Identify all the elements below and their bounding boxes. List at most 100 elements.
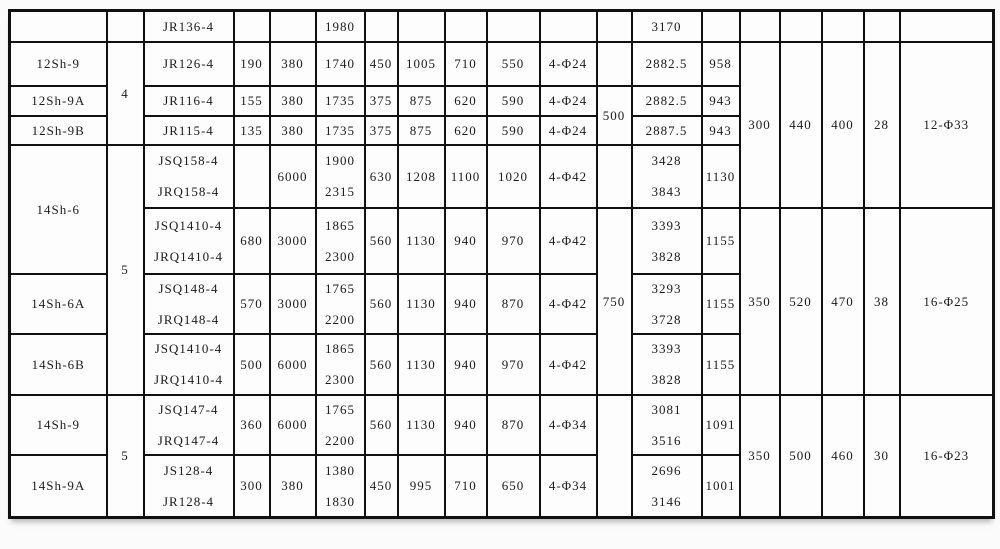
cell-r7-c4: 3000 — [268, 272, 317, 335]
cell-r5-c9: 1100 — [443, 143, 488, 209]
cell-text: 155 — [240, 93, 263, 108]
cell-text: JR128-4 — [162, 493, 215, 509]
cell-r7-c7: 1130 — [396, 272, 446, 335]
cell-text: 5 — [121, 448, 129, 464]
cell-r5-c1: 14Sh-6 — [8, 143, 108, 275]
cell-r9-c17: 460 — [820, 393, 865, 519]
cell-text: 4-Φ34 — [548, 417, 588, 432]
cell-r10-c10: 4-Φ34 — [538, 453, 598, 519]
cell-r3-c12: 2882.5 — [630, 84, 703, 117]
cell-text: 14Sh-6B — [31, 356, 85, 372]
cell-r8-c11: 3393 3828 — [630, 332, 703, 396]
cell-text: 12Sh-9B — [31, 122, 85, 138]
cell-text: 38 — [874, 293, 889, 309]
table-row: JR136-4 1980 3170 — [8, 9, 995, 43]
cell-text: 3728 — [651, 311, 682, 327]
cell-text: 4-Φ24 — [548, 122, 588, 138]
cell-r9-c4: 360 — [232, 393, 271, 456]
cell-r5-c4 — [232, 143, 271, 209]
cell-r8-c5: 1865 2300 — [314, 332, 366, 396]
cell-r4-c1: 12Sh-9B — [8, 114, 108, 146]
cell-text: 135 — [240, 122, 263, 138]
cell-text: JR115-4 — [163, 122, 214, 138]
table-row: 14Sh-6B JSQ1410-4 JRQ1410-4 500 6000 1865 2300… — [8, 332, 994, 396]
cell-text: 1155 — [705, 356, 736, 372]
cell-text: 1208 — [406, 168, 436, 184]
table-row: 12Sh-9B JR115-4 135 380 1735 375 875 620 590 4-Φ2… — [8, 114, 994, 146]
cell-text: 1900 — [325, 153, 355, 168]
cell-r8-c4: 6000 — [268, 332, 317, 396]
cell-r6-c12: 1155 — [700, 206, 741, 275]
cell-r7-c12: 1155 — [700, 272, 741, 335]
cell-text: JRQ158-4 — [157, 184, 220, 199]
cell-r6-c8: 970 — [485, 206, 541, 275]
cell-text: 620 — [454, 122, 477, 138]
cell-r5-c5: 6000 — [268, 143, 317, 209]
cell-r7-c8: 940 — [443, 272, 488, 335]
cell-r1-c3: JR136-4 — [142, 9, 235, 43]
cell-text: 750 — [602, 293, 626, 309]
cell-r4-c4: 380 — [268, 114, 317, 146]
cell-r6-c7: 940 — [443, 206, 488, 275]
cell-r3-c5: 1735 — [314, 84, 366, 117]
cell-text: 2882.5 — [645, 56, 688, 71]
cell-text: 590 — [501, 93, 525, 108]
cell-text: 4-Φ24 — [548, 56, 588, 71]
cell-text: 3170 — [651, 18, 682, 34]
cell-r3-c1: 12Sh-9A — [8, 84, 108, 117]
cell-text: 2200 — [325, 432, 355, 448]
cell-text: 3081 — [651, 401, 682, 417]
cell-r1-c9 — [443, 9, 488, 43]
cell-r4-c11: 2887.5 — [630, 114, 703, 146]
cell-text: 6000 — [277, 356, 308, 372]
cell-r2-c7: 450 — [363, 40, 399, 87]
cell-text: 550 — [501, 56, 525, 71]
cell-r8-c9: 970 — [485, 332, 541, 396]
cell-text: 1765 — [325, 280, 355, 296]
cell-text: 3828 — [651, 248, 682, 264]
cell-text: 2300 — [325, 248, 355, 264]
cell-text: 970 — [501, 356, 525, 372]
cell-r2-c11: 4-Φ24 — [538, 40, 598, 87]
cell-r6-c6: 1130 — [396, 206, 446, 275]
cell-r3-c7: 875 — [396, 84, 446, 117]
cell-r8-c7: 1130 — [396, 332, 446, 396]
cell-text: 650 — [501, 478, 525, 494]
cell-text: 1865 — [325, 341, 355, 356]
cell-text: 16-Φ23 — [923, 448, 970, 464]
cell-r2-c2: 4 — [105, 40, 145, 146]
cell-text: 360 — [240, 417, 263, 432]
cell-text: 3393 — [651, 341, 682, 356]
cell-text: 4-Φ42 — [548, 168, 588, 184]
cell-r8-c3: 500 — [232, 332, 271, 396]
cell-text: 1020 — [498, 168, 528, 184]
cell-r9-c10: 870 — [485, 393, 541, 456]
cell-r5-c13: 3428 3843 — [630, 143, 703, 209]
cell-r10-c4: 380 — [268, 453, 317, 519]
cell-r10-c5: 1380 1830 — [314, 453, 366, 519]
cell-text: 1100 — [450, 168, 481, 184]
cell-text: 940 — [454, 417, 477, 432]
cell-r6-c13: 350 — [738, 206, 781, 396]
cell-r3-c8: 620 — [443, 84, 488, 117]
cell-r4-c5: 1735 — [314, 114, 366, 146]
cell-text: 2887.5 — [645, 122, 688, 138]
cell-r7-c3: 570 — [232, 272, 271, 335]
cell-text: JSQ158-4 — [158, 153, 219, 168]
cell-r6-c15: 470 — [820, 206, 865, 396]
cell-r1-c16 — [778, 9, 823, 43]
cell-text: 28 — [874, 117, 889, 132]
cell-text: 16-Φ25 — [923, 293, 970, 309]
cell-text: 875 — [409, 93, 433, 108]
cell-r5-c7: 630 — [363, 143, 399, 209]
cell-r4-c2: JR115-4 — [142, 114, 235, 146]
cell-text: 450 — [369, 478, 393, 494]
cell-r9-c5: 6000 — [268, 393, 317, 456]
cell-r1-c14 — [700, 9, 741, 43]
cell-r9-c6: 1765 2200 — [314, 393, 366, 456]
cell-r9-c9: 940 — [443, 393, 488, 456]
cell-text: 1130 — [705, 168, 736, 184]
cell-text: 940 — [454, 233, 477, 248]
cell-text: 710 — [454, 56, 477, 71]
cell-r2-c13: 2882.5 — [630, 40, 703, 87]
